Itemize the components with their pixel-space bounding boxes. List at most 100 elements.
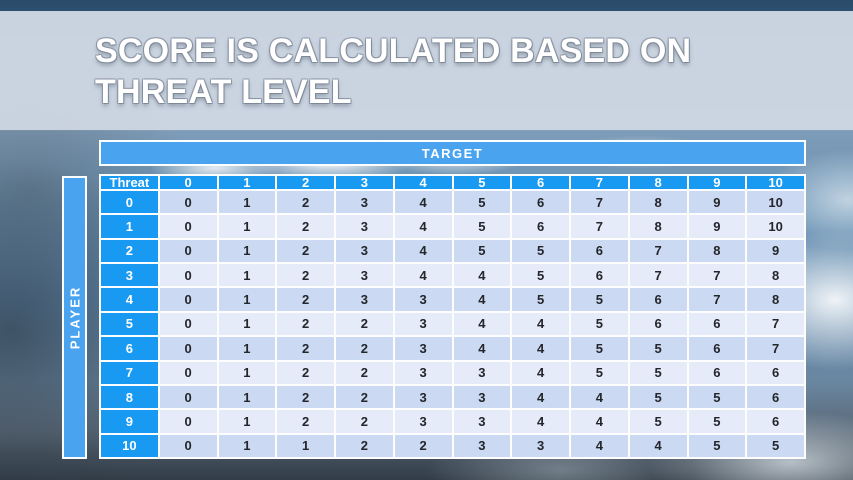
score-cell: 4 [510, 359, 571, 386]
slide-title: SCORE IS CALCULATED BASED ON THREAT LEVE… [95, 31, 691, 113]
score-cell: 3 [392, 310, 454, 338]
score-cell: 5 [451, 188, 513, 216]
score-cell: 1 [275, 432, 336, 460]
row-header-cell: 3 [99, 262, 160, 289]
score-cell: 0 [157, 335, 219, 362]
score-cell: 5 [627, 359, 689, 386]
score-cell: 1 [216, 213, 278, 240]
score-cell: 3 [392, 408, 454, 435]
score-cell: 1 [216, 286, 278, 313]
score-cell: 5 [569, 310, 630, 338]
score-cell: 4 [451, 335, 513, 362]
title-line-2: THREAT LEVEL [95, 73, 352, 111]
score-cell: 2 [334, 383, 395, 411]
score-cell: 1 [216, 335, 278, 362]
score-cell: 4 [392, 262, 454, 289]
score-cell: 2 [275, 237, 336, 265]
score-cell: 2 [275, 262, 336, 289]
score-cell: 4 [569, 432, 630, 460]
table-header: Threat 0 1 2 3 4 5 6 7 8 9 10 [99, 174, 806, 191]
score-cell: 5 [510, 262, 571, 289]
column-header-cell: 8 [627, 174, 689, 191]
score-matrix-table: Threat 0 1 2 3 4 5 6 7 8 9 10 0 0 1 2 3 4 5 6 7 8 9 10 1 0 1 2 3 4 5 6… [99, 174, 806, 460]
score-cell: 6 [569, 237, 630, 265]
score-cell: 5 [569, 286, 630, 313]
score-cell: 5 [510, 286, 571, 313]
score-cell: 4 [451, 310, 513, 338]
score-cell: 3 [451, 432, 513, 460]
score-cell: 1 [216, 432, 278, 460]
score-cell: 2 [275, 286, 336, 313]
score-cell: 6 [745, 408, 806, 435]
score-cell: 4 [569, 408, 630, 435]
score-cell: 5 [451, 213, 513, 240]
score-cell: 5 [627, 335, 689, 362]
column-header-cell: 10 [745, 174, 806, 191]
score-cell: 6 [745, 359, 806, 386]
column-header-cell: 3 [334, 174, 395, 191]
score-cell: 7 [745, 310, 806, 338]
score-cell: 2 [275, 310, 336, 338]
score-cell: 10 [745, 188, 806, 216]
score-cell: 6 [745, 383, 806, 411]
score-cell: 1 [216, 383, 278, 411]
score-cell: 5 [745, 432, 806, 460]
row-header-cell: 4 [99, 286, 160, 313]
score-cell: 4 [510, 335, 571, 362]
table-row: 1 0 1 2 3 4 5 6 7 8 9 10 [99, 213, 806, 240]
score-cell: 8 [745, 286, 806, 313]
row-header-cell: 6 [99, 335, 160, 362]
score-cell: 8 [745, 262, 806, 289]
score-cell: 5 [627, 408, 689, 435]
score-cell: 3 [510, 432, 571, 460]
score-cell: 7 [569, 188, 630, 216]
column-header-cell: 7 [569, 174, 630, 191]
score-cell: 8 [686, 237, 748, 265]
score-cell: 2 [334, 359, 395, 386]
column-header-cell: 0 [157, 174, 219, 191]
score-cell: 4 [569, 383, 630, 411]
score-cell: 7 [686, 286, 748, 313]
score-cell: 6 [686, 359, 748, 386]
score-cell: 2 [275, 408, 336, 435]
score-cell: 4 [451, 286, 513, 313]
score-cell: 3 [392, 359, 454, 386]
score-cell: 1 [216, 359, 278, 386]
score-cell: 8 [627, 213, 689, 240]
score-cell: 10 [745, 213, 806, 240]
score-cell: 2 [334, 335, 395, 362]
score-cell: 4 [510, 383, 571, 411]
score-cell: 4 [392, 213, 454, 240]
score-cell: 3 [392, 335, 454, 362]
score-cell: 3 [451, 359, 513, 386]
target-group-label: TARGET [421, 145, 484, 161]
header-row: Threat 0 1 2 3 4 5 6 7 8 9 10 [99, 174, 806, 191]
player-group-label: PLAYER [67, 285, 83, 350]
score-cell: 7 [569, 213, 630, 240]
row-header-cell: 7 [99, 359, 160, 386]
column-header-cell: 4 [392, 174, 454, 191]
score-cell: 9 [686, 188, 748, 216]
score-cell: 4 [451, 262, 513, 289]
score-cell: 2 [334, 310, 395, 338]
score-cell: 3 [451, 408, 513, 435]
score-cell: 6 [510, 213, 571, 240]
row-header-cell: 10 [99, 432, 160, 460]
score-cell: 7 [627, 262, 689, 289]
score-cell: 9 [686, 213, 748, 240]
score-cell: 2 [392, 432, 454, 460]
score-cell: 3 [334, 262, 395, 289]
score-cell: 2 [275, 383, 336, 411]
score-cell: 0 [157, 359, 219, 386]
score-cell: 1 [216, 237, 278, 265]
table-row: 10 0 1 1 2 2 3 3 4 4 5 5 [99, 432, 806, 460]
score-cell: 5 [569, 359, 630, 386]
score-cell: 1 [216, 310, 278, 338]
row-header-cell: 5 [99, 310, 160, 338]
